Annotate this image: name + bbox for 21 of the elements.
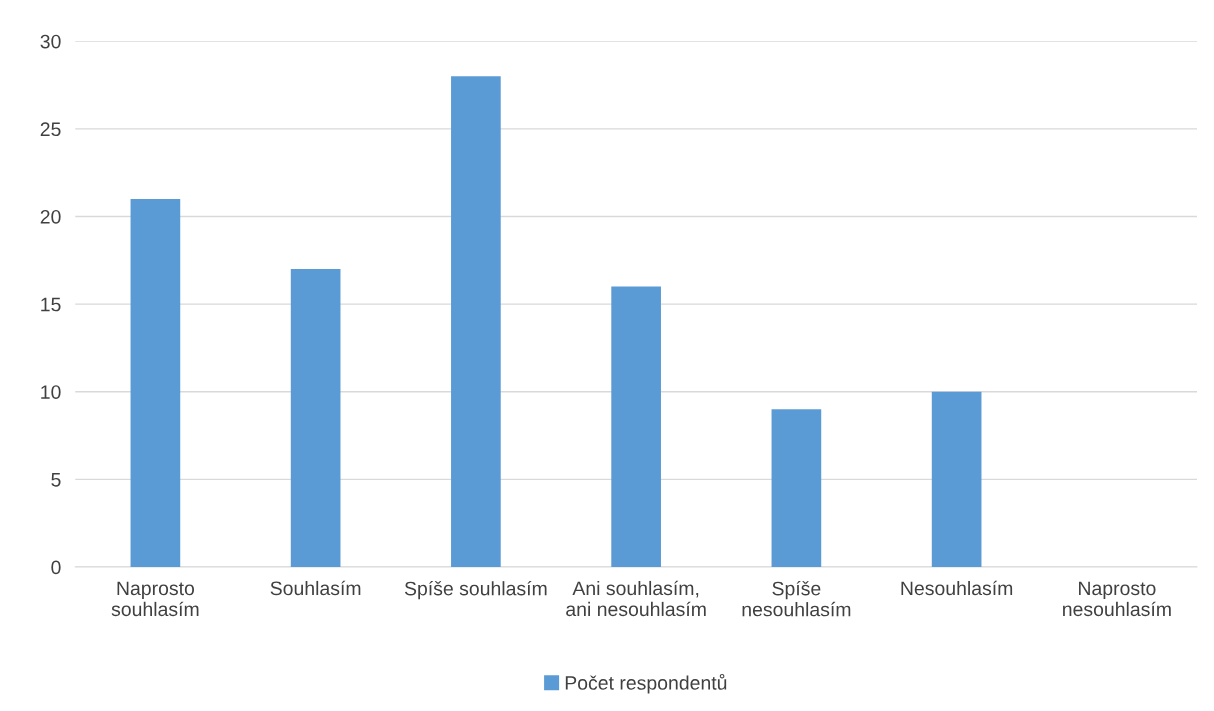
y-tick-label: 25 (40, 122, 61, 137)
y-tick-label: 5 (51, 473, 61, 487)
bar (931, 391, 982, 568)
y-tick-label: 0 (51, 560, 61, 575)
bar (771, 409, 822, 568)
y-tick-label: 30 (40, 34, 61, 49)
y-tick-label: 15 (41, 297, 61, 312)
x-tick-label: Souhlasím (270, 580, 361, 596)
bar (611, 286, 661, 568)
x-tick-label: Nesouhlasím (901, 580, 1013, 596)
bar (451, 76, 501, 568)
bar (130, 198, 181, 568)
x-tick-label: Spíše nesouhlasím (742, 580, 851, 617)
y-tick-label: 10 (41, 385, 61, 399)
x-tick-label: Spíše souhlasím (404, 580, 547, 600)
bar (290, 269, 341, 568)
x-tick-label: Naprosto nesouhlasím (1063, 581, 1171, 617)
x-tick-label: Naprosto souhlasím (111, 581, 199, 617)
legend-label: Počet respondentů (565, 673, 727, 694)
y-tick-label: 20 (40, 209, 61, 224)
x-tick-label: Ani souhlasím, ani nesouhlasím (566, 580, 706, 617)
